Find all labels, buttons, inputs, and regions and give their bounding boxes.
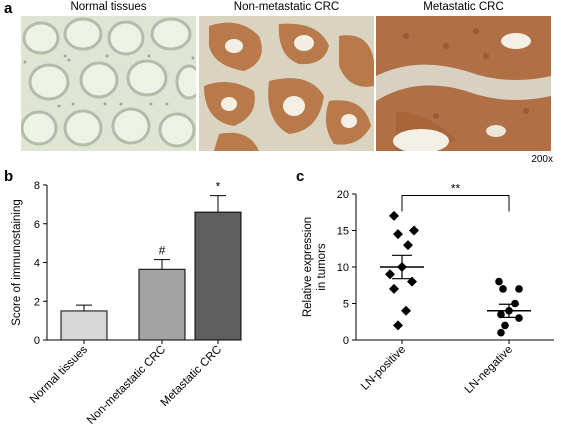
y-tick-label: 0 <box>34 335 40 347</box>
panel-a-letter: a <box>4 0 13 17</box>
significance-bracket <box>401 194 510 212</box>
x-tick-label: Non-metastatic CRC <box>85 344 168 427</box>
x-tick-label: Metastatic CRC <box>159 344 224 409</box>
y-tick-label: 5 <box>343 299 349 311</box>
y-tick-label: 8 <box>34 180 40 192</box>
data-point <box>511 299 519 308</box>
data-point <box>515 285 523 293</box>
data-point <box>497 310 505 319</box>
panel-b-letter: b <box>4 168 14 185</box>
x-tick-label: Normal tissues <box>28 343 90 405</box>
data-point <box>499 285 507 293</box>
metastatic-title: Metastatic CRC <box>423 1 504 13</box>
significance-mark: ** <box>451 181 461 195</box>
y-tick-label: 6 <box>34 219 40 231</box>
y-tick-label: 4 <box>34 258 40 270</box>
non-metastatic-micrograph <box>199 16 374 151</box>
data-point <box>389 210 399 221</box>
x-tick-label: LN-negative <box>463 344 515 396</box>
magnification-label: 200x <box>531 154 553 165</box>
data-point <box>409 225 419 236</box>
significance-mark: * <box>216 180 221 194</box>
data-point <box>393 320 403 331</box>
y-axis-label: Score of immunostaining <box>11 199 23 326</box>
significance-mark: # <box>159 244 166 258</box>
data-point <box>495 277 503 286</box>
normal-tissues-title: Normal tissues <box>70 1 147 13</box>
bar <box>60 310 108 341</box>
data-point <box>401 305 411 316</box>
data-point <box>403 240 413 251</box>
y-tick-label: 20 <box>337 189 349 201</box>
bar <box>138 268 186 341</box>
data-point <box>501 321 509 330</box>
data-point <box>389 283 399 294</box>
metastatic-micrograph <box>376 16 551 151</box>
y-tick-label: 10 <box>337 262 349 274</box>
y-tick-label: 0 <box>343 335 349 347</box>
bar-chart: 0 2 4 6 8 Score of immunostaining Normal tissu… <box>11 180 242 427</box>
data-point <box>393 229 403 240</box>
y-tick-label: 15 <box>337 226 349 238</box>
normal-tissue-micrograph <box>21 16 196 151</box>
scatter-chart: 0 5 10 15 20 Relative expression in tumors LN-p… <box>302 181 554 396</box>
y-axis-label: Relative expression <box>302 217 314 317</box>
data-point <box>497 328 505 337</box>
panel-c-letter: c <box>296 168 305 185</box>
data-point <box>515 314 523 322</box>
y-axis-label: in tumors <box>316 243 328 291</box>
data-point <box>385 269 395 280</box>
y-tick-label: 2 <box>34 296 40 308</box>
bar <box>194 211 242 341</box>
non-metastatic-title: Non-metastatic CRC <box>233 1 340 13</box>
x-tick-label: LN-positive <box>359 344 408 393</box>
